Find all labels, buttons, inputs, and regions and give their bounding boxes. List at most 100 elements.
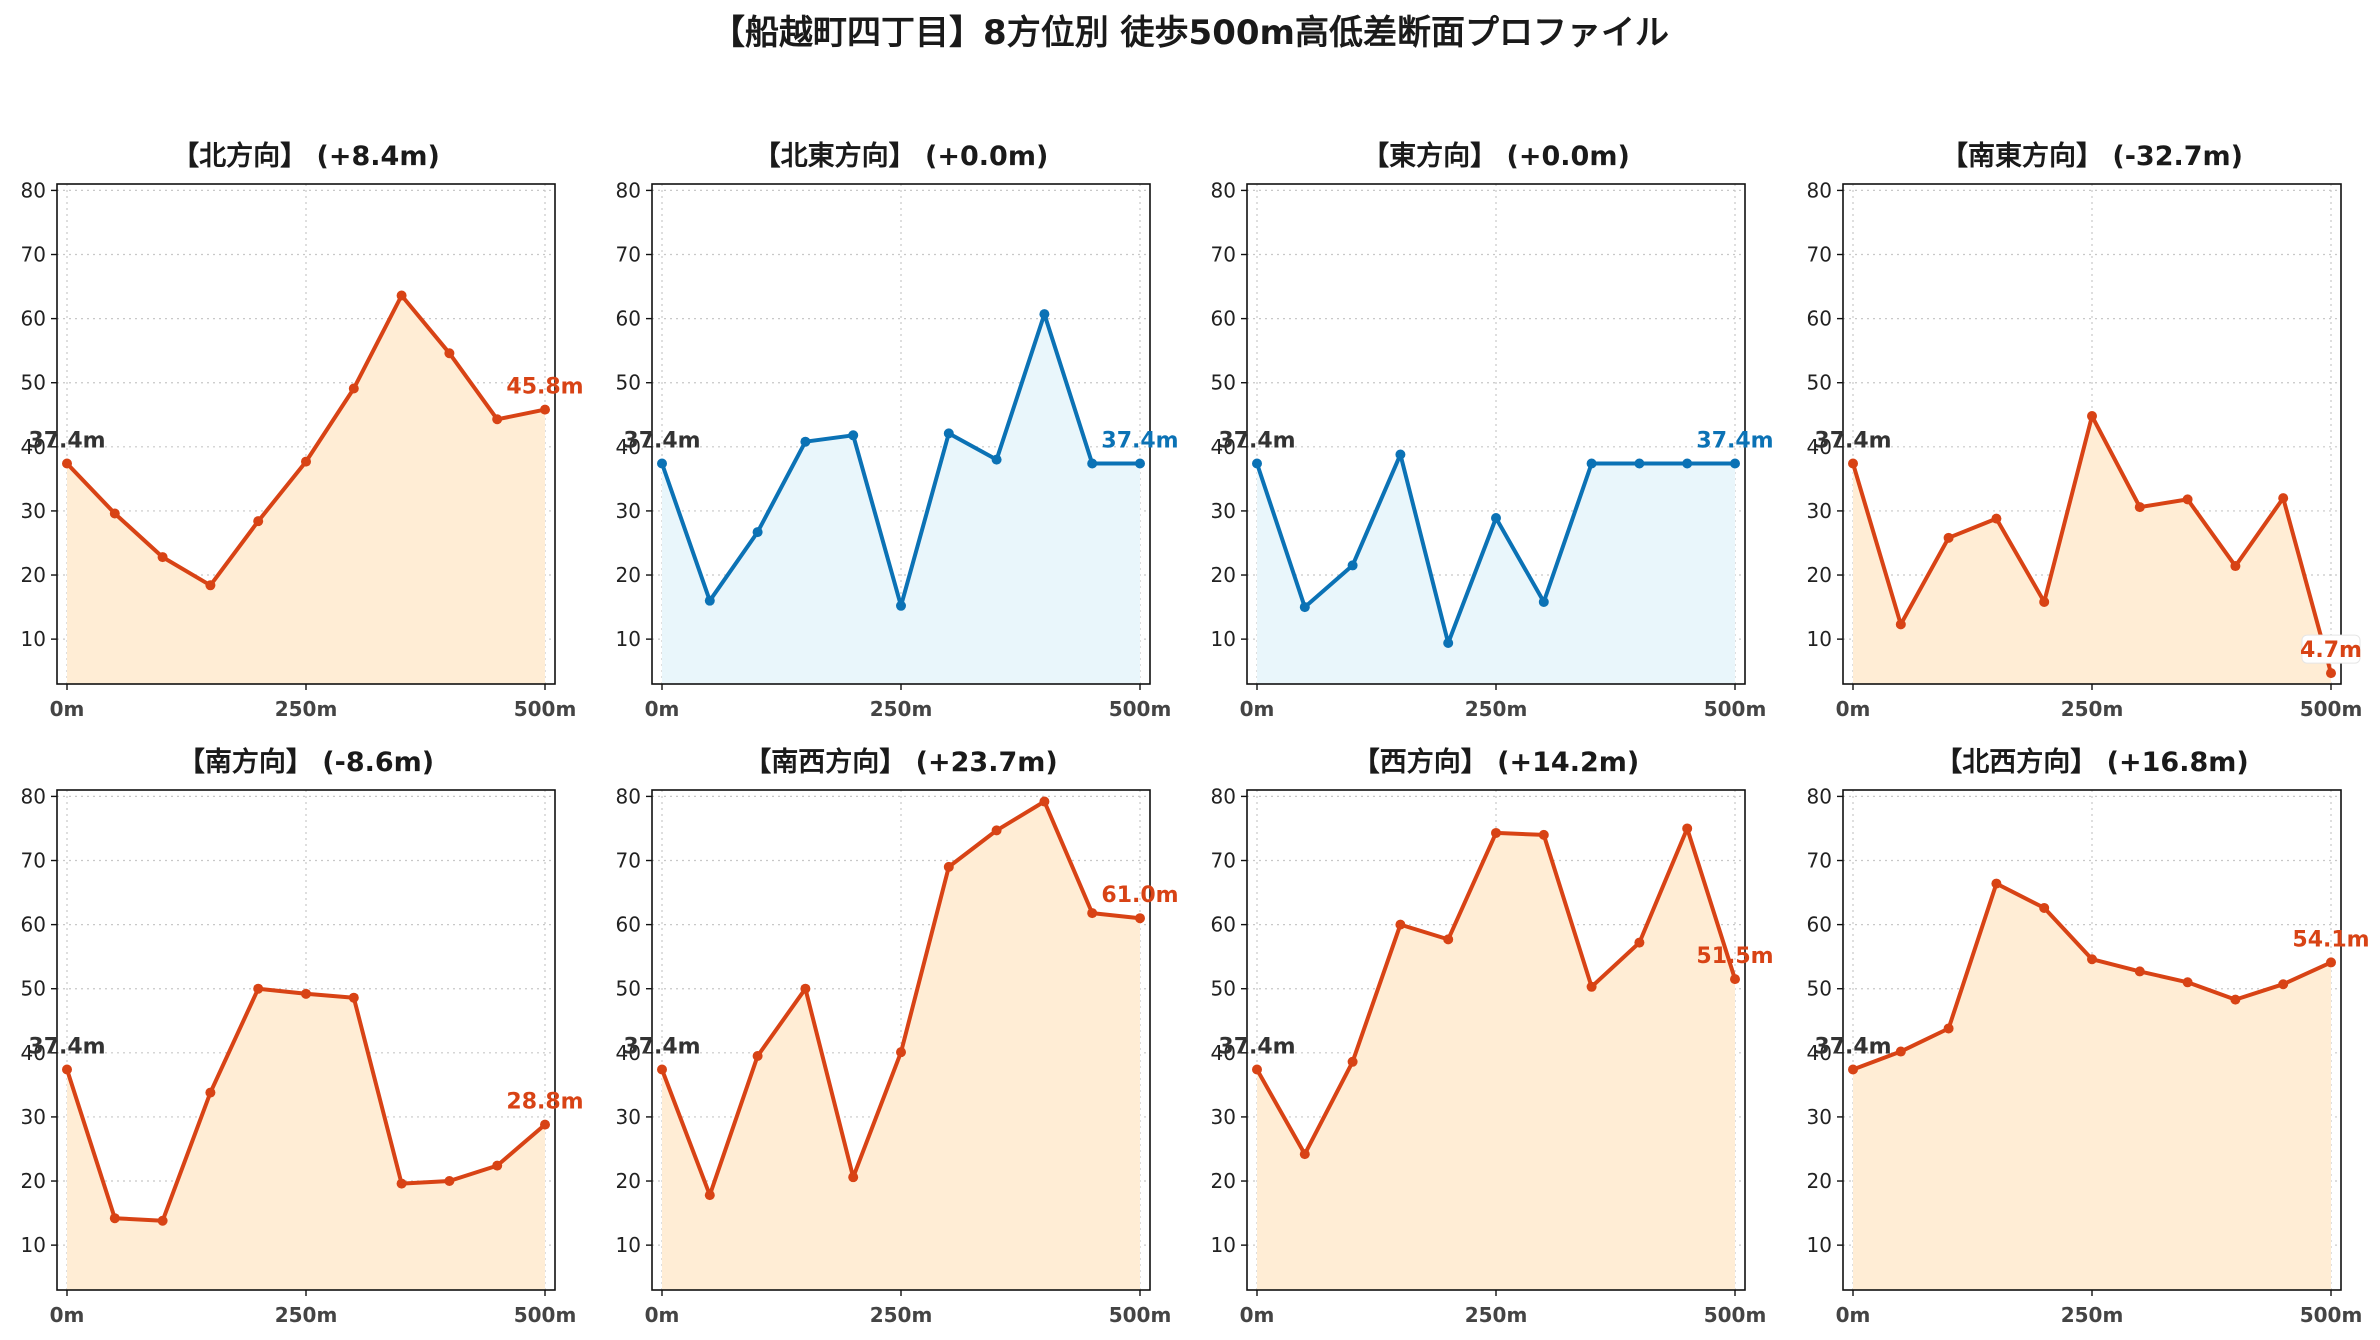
x-tick-label: 250m <box>2061 697 2124 721</box>
elevation-point <box>109 508 120 519</box>
elevation-point <box>896 600 906 611</box>
panel-title: 【南東方向】 (-32.7m) <box>1941 140 2243 172</box>
elevation-point <box>1087 908 1098 919</box>
y-tick-label: 50 <box>21 977 46 1001</box>
elevation-point <box>1682 823 1693 834</box>
y-tick-label: 20 <box>616 563 641 587</box>
elevation-point <box>1395 919 1406 930</box>
elevation-point <box>1135 913 1145 924</box>
y-tick-label: 60 <box>21 307 46 331</box>
chart-panel-1: 【北東方向】 (+0.0m) 10 20 30 40 50 60 70 80 0m 250m 500m… <box>616 140 1179 721</box>
elevation-point <box>253 516 264 527</box>
y-tick-label: 60 <box>1807 913 1832 937</box>
plot-frame <box>56 789 556 1291</box>
elevation-point <box>1252 458 1262 469</box>
elevation-point <box>800 983 811 994</box>
y-tick-label: 40 <box>616 1041 641 1065</box>
elevation-area <box>67 295 545 684</box>
start-elevation-label: 37.4m <box>1814 1034 1891 1059</box>
y-tick-label: 80 <box>1211 784 1236 808</box>
end-elevation-label: 4.7m <box>2300 638 2362 663</box>
panel-title: 【北東方向】 (+0.0m) <box>754 140 1049 172</box>
y-tick-label: 80 <box>21 178 46 202</box>
elevation-point <box>704 595 715 606</box>
elevation-point <box>205 1087 216 1098</box>
elevation-point <box>205 580 216 591</box>
y-tick-label: 40 <box>21 435 46 459</box>
elevation-point <box>2278 493 2289 504</box>
end-label-background <box>2301 634 2361 664</box>
elevation-point <box>492 414 503 425</box>
y-tick-label: 30 <box>1211 499 1236 523</box>
elevation-point <box>2182 494 2193 505</box>
y-tick-label: 40 <box>21 1041 46 1065</box>
x-tick-label: 250m <box>275 1303 338 1327</box>
end-elevation-label: 28.8m <box>506 1090 583 1115</box>
y-tick-label: 20 <box>21 1169 46 1193</box>
elevation-point <box>1347 1056 1358 1067</box>
y-tick-label: 30 <box>21 1105 46 1129</box>
chart-panel-6: 【西方向】 (+14.2m) 10 20 30 40 50 60 70 80 0m 250m 500m… <box>1211 746 1774 1327</box>
chart-panel-3: 【南東方向】 (-32.7m) 10 20 30 40 50 60 70 80 0m 250m 500… <box>1807 140 2363 721</box>
x-tick-label: 0m <box>1836 697 1871 721</box>
elevation-point <box>1299 602 1310 613</box>
y-tick-label: 70 <box>21 849 46 873</box>
y-tick-label: 70 <box>1211 243 1236 267</box>
y-tick-label: 10 <box>21 627 46 651</box>
plot-frame <box>1246 183 1746 685</box>
elevation-area <box>67 988 545 1290</box>
x-tick-label: 250m <box>275 697 338 721</box>
elevation-point <box>1895 1046 1906 1057</box>
y-tick-label: 50 <box>1211 371 1236 395</box>
elevation-point <box>492 1160 503 1171</box>
elevation-point <box>1347 560 1358 571</box>
elevation-area <box>1257 828 1735 1290</box>
y-tick-label: 10 <box>616 1233 641 1257</box>
panel-title: 【北方向】 (+8.4m) <box>172 140 440 172</box>
chart-panel-5: 【南西方向】 (+23.7m) 10 20 30 40 50 60 70 80 0m 250m 500… <box>616 746 1179 1327</box>
end-elevation-label: 61.0m <box>1101 883 1178 908</box>
elevation-point <box>2087 954 2097 965</box>
y-tick-label: 20 <box>1211 1169 1236 1193</box>
elevation-point <box>1443 637 1454 648</box>
x-tick-label: 250m <box>1465 1303 1528 1327</box>
elevation-point <box>848 1172 859 1183</box>
y-tick-label: 80 <box>1807 178 1832 202</box>
panel-title: 【南西方向】 (+23.7m) <box>744 746 1057 778</box>
x-tick-label: 250m <box>870 697 933 721</box>
elevation-point <box>1730 458 1740 469</box>
elevation-point <box>1135 458 1145 469</box>
y-tick-label: 60 <box>1807 307 1832 331</box>
elevation-point <box>348 992 359 1003</box>
y-tick-label: 60 <box>21 913 46 937</box>
y-tick-label: 80 <box>1211 178 1236 202</box>
elevation-point <box>2182 977 2193 988</box>
start-elevation-label: 37.4m <box>623 428 700 453</box>
x-tick-label: 500m <box>1109 1303 1172 1327</box>
elevation-point <box>896 1047 906 1058</box>
elevation-area <box>662 801 1140 1290</box>
x-tick-label: 500m <box>1109 697 1172 721</box>
elevation-point <box>943 428 954 439</box>
plot-frame <box>1842 789 2342 1291</box>
y-tick-label: 50 <box>616 977 641 1001</box>
elevation-point <box>157 552 168 563</box>
elevation-point <box>348 383 359 394</box>
y-tick-label: 10 <box>1211 1233 1236 1257</box>
y-tick-label: 40 <box>1807 1041 1832 1065</box>
x-tick-label: 500m <box>1704 1303 1767 1327</box>
x-tick-label: 0m <box>1240 697 1275 721</box>
elevation-point <box>752 1051 763 1062</box>
elevation-area <box>662 314 1140 684</box>
elevation-point <box>301 988 311 999</box>
elevation-point <box>1252 1064 1262 1075</box>
y-tick-label: 20 <box>616 1169 641 1193</box>
elevation-point <box>2230 994 2241 1005</box>
elevation-point <box>752 527 763 538</box>
elevation-point <box>62 458 72 469</box>
x-tick-label: 250m <box>2061 1303 2124 1327</box>
elevation-point <box>2326 957 2336 968</box>
elevation-point <box>1039 796 1050 807</box>
elevation-point <box>396 1178 407 1189</box>
elevation-point <box>1991 513 2002 524</box>
